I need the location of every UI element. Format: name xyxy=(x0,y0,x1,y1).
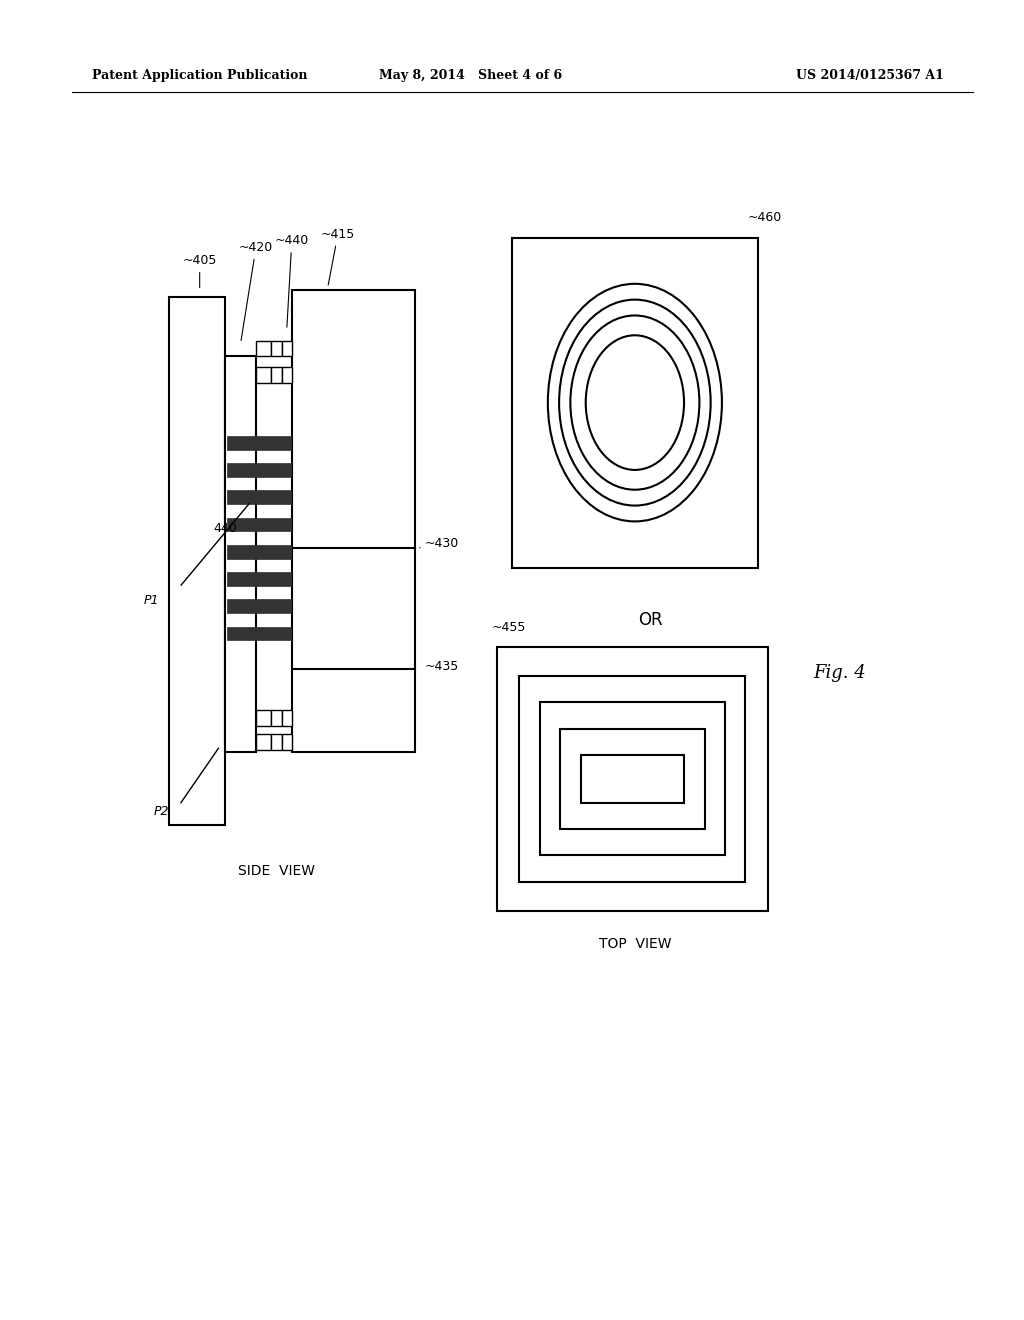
Text: US 2014/0125367 A1: US 2014/0125367 A1 xyxy=(797,69,944,82)
Bar xyxy=(271,710,282,726)
Text: ~455: ~455 xyxy=(492,620,526,634)
Bar xyxy=(282,367,292,383)
Bar xyxy=(227,627,291,640)
Text: SIDE  VIEW: SIDE VIEW xyxy=(238,865,315,878)
Text: OR: OR xyxy=(638,611,663,630)
Bar xyxy=(560,729,705,829)
Bar xyxy=(282,341,292,356)
Bar xyxy=(292,290,415,752)
Text: 440: 440 xyxy=(213,521,238,535)
Bar xyxy=(519,676,745,882)
Ellipse shape xyxy=(570,315,699,490)
Bar xyxy=(256,341,271,356)
Bar xyxy=(225,356,256,752)
Ellipse shape xyxy=(548,284,722,521)
Bar xyxy=(256,367,271,383)
Bar xyxy=(169,297,225,825)
Bar xyxy=(256,734,271,750)
Text: ~440: ~440 xyxy=(274,234,309,327)
Text: P2: P2 xyxy=(154,805,169,818)
Text: ~405: ~405 xyxy=(182,253,217,288)
Text: TOP  VIEW: TOP VIEW xyxy=(599,937,671,950)
Bar xyxy=(540,702,725,855)
Bar xyxy=(271,367,282,383)
Bar xyxy=(512,238,758,568)
Text: ~415: ~415 xyxy=(321,227,355,285)
Text: May 8, 2014   Sheet 4 of 6: May 8, 2014 Sheet 4 of 6 xyxy=(380,69,562,82)
Text: Patent Application Publication: Patent Application Publication xyxy=(92,69,307,82)
Bar xyxy=(282,710,292,726)
Text: ~460: ~460 xyxy=(748,211,781,224)
Bar xyxy=(256,710,271,726)
Bar xyxy=(227,572,291,586)
Text: ~420: ~420 xyxy=(239,240,273,341)
Bar xyxy=(271,734,282,750)
Bar xyxy=(581,755,684,803)
Ellipse shape xyxy=(586,335,684,470)
Bar xyxy=(227,436,291,450)
Bar xyxy=(227,545,291,558)
Text: ~430: ~430 xyxy=(425,537,459,550)
Bar xyxy=(227,463,291,477)
Ellipse shape xyxy=(559,300,711,506)
Bar xyxy=(227,599,291,612)
Bar xyxy=(227,491,291,504)
Bar xyxy=(282,734,292,750)
Bar xyxy=(227,517,291,531)
Bar xyxy=(271,341,282,356)
Text: Fig. 4: Fig. 4 xyxy=(813,664,866,682)
Text: ~435: ~435 xyxy=(425,660,459,673)
Text: P1: P1 xyxy=(143,594,159,607)
Bar xyxy=(497,647,768,911)
